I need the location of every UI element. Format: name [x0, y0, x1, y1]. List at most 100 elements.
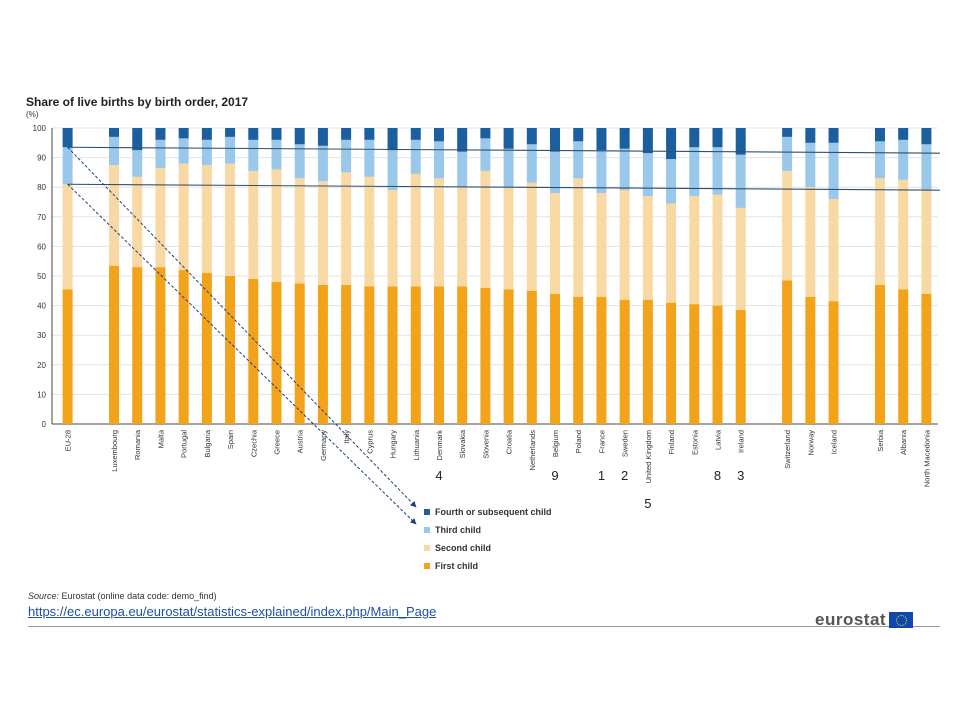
bar-segment-third-child	[155, 139, 166, 168]
bar-segment-first-child	[132, 267, 143, 424]
bar-segment-first-child	[457, 286, 468, 424]
x-tick-label: Serbia	[876, 429, 885, 452]
bar-segment-fourth-or-subsequent-child	[596, 128, 607, 151]
rank-annotation: 8	[713, 468, 722, 483]
bar-segment-fourth-or-subsequent-child	[898, 128, 909, 140]
bar-segment-third-child	[805, 142, 816, 188]
rank-annotation: 2	[621, 468, 629, 483]
bar-segment-fourth-or-subsequent-child	[619, 128, 630, 149]
bar-segment-fourth-or-subsequent-child	[132, 128, 143, 151]
bar-segment-fourth-or-subsequent-child	[248, 128, 259, 140]
eurostat-logo: eurostat	[815, 610, 914, 630]
bar-segment-fourth-or-subsequent-child	[341, 128, 352, 140]
bar-segment-second-child	[155, 167, 166, 268]
bar-segment-first-child	[596, 296, 607, 424]
bar-segment-third-child	[271, 139, 282, 170]
y-tick-label: 10	[37, 390, 46, 399]
bar-segment-second-child	[62, 184, 73, 290]
bar-segment-second-child	[109, 165, 120, 266]
bar-segment-second-child	[201, 165, 212, 274]
x-tick-label: Sweden	[621, 430, 630, 457]
rank-annotation: 5	[644, 496, 652, 511]
bar-segment-third-child	[735, 154, 746, 208]
bar-segment-first-child	[410, 286, 421, 424]
bar-segment-first-child	[294, 283, 305, 424]
source-prefix: Source:	[28, 591, 60, 601]
bar-segment-first-child	[689, 304, 700, 424]
x-tick-label: Austria	[296, 429, 305, 453]
bar-segment-second-child	[526, 182, 537, 291]
bar-segment-second-child	[503, 187, 514, 290]
bar-segment-second-child	[596, 193, 607, 297]
x-tick-label: Cyprus	[365, 430, 374, 454]
bar-segment-fourth-or-subsequent-child	[550, 128, 561, 152]
x-tick-label: Slovakia	[458, 429, 467, 458]
x-tick-label: Hungary	[389, 430, 398, 459]
bar-segment-fourth-or-subsequent-child	[921, 128, 932, 145]
bar-segment-third-child	[341, 139, 352, 173]
bar-segment-fourth-or-subsequent-child	[317, 128, 328, 146]
x-tick-label: Czechia	[249, 429, 258, 457]
bar-segment-fourth-or-subsequent-child	[155, 128, 166, 140]
bar-segment-second-child	[689, 196, 700, 305]
bar-segment-fourth-or-subsequent-child	[526, 128, 537, 145]
bar-segment-fourth-or-subsequent-child	[294, 128, 305, 145]
bar-segment-second-child	[712, 194, 723, 306]
bar-segment-third-child	[874, 141, 885, 179]
bar-segment-third-child	[433, 141, 444, 179]
main-page-link[interactable]: https://ec.europa.eu/eurostat/statistics…	[28, 604, 437, 619]
y-tick-label: 30	[37, 331, 46, 340]
bar-segment-second-child	[874, 178, 885, 285]
bar-segment-second-child	[457, 187, 468, 287]
arrow-fourth-child	[67, 146, 417, 508]
x-tick-label: France	[597, 430, 606, 453]
y-tick-label: 50	[37, 272, 46, 281]
bar-segment-third-child	[201, 139, 212, 165]
bar-segment-second-child	[410, 173, 421, 287]
y-tick-label: 90	[37, 154, 46, 163]
x-tick-label: Albania	[899, 429, 908, 455]
bar-segment-fourth-or-subsequent-child	[712, 128, 723, 148]
legend-swatch	[424, 563, 430, 569]
bar-segment-first-child	[341, 284, 352, 424]
bar-segment-fourth-or-subsequent-child	[457, 128, 468, 152]
bar-segment-second-child	[433, 178, 444, 287]
bar-segment-second-child	[782, 170, 793, 281]
x-tick-label: EU-28	[64, 430, 73, 451]
bar-segment-first-child	[109, 265, 120, 424]
bar-segment-fourth-or-subsequent-child	[503, 128, 514, 149]
legend-label: Fourth or subsequent child	[435, 507, 552, 517]
rank-annotation: 3	[737, 468, 745, 483]
bar-segment-third-child	[410, 139, 421, 174]
y-tick-label: 80	[37, 183, 46, 192]
bar-segment-first-child	[828, 301, 839, 424]
bar-segment-fourth-or-subsequent-child	[271, 128, 282, 140]
y-axis-unit: (%)	[26, 110, 39, 119]
legend-swatch	[424, 545, 430, 551]
bar-segment-second-child	[828, 199, 839, 302]
bar-segment-fourth-or-subsequent-child	[109, 128, 120, 137]
bar-segment-second-child	[225, 163, 236, 276]
bar-segment-first-child	[921, 293, 932, 424]
bar-segment-first-child	[433, 286, 444, 424]
bar-segment-third-child	[387, 150, 398, 191]
bar-segment-second-child	[550, 193, 561, 294]
x-tick-label: Slovenia	[481, 429, 490, 459]
rank-annotation: 9	[551, 468, 559, 483]
bar-segment-first-child	[317, 284, 328, 424]
x-tick-label: Norway	[806, 430, 815, 456]
bar-segment-second-child	[619, 190, 630, 300]
chart-legend: Fourth or subsequent child Third child S…	[424, 503, 552, 575]
eu-flag-icon	[889, 612, 914, 628]
bar-segment-third-child	[828, 142, 839, 200]
arrow-third-child	[67, 183, 417, 525]
bar-segment-third-child	[619, 148, 630, 191]
bar-segment-first-child	[782, 280, 793, 424]
bar-segment-fourth-or-subsequent-child	[735, 128, 746, 155]
legend-label: Second child	[435, 543, 492, 553]
bar-segment-fourth-or-subsequent-child	[874, 128, 885, 142]
bar-segment-fourth-or-subsequent-child	[62, 128, 73, 148]
x-tick-label: Belgium	[551, 430, 560, 457]
y-tick-label: 60	[37, 242, 46, 251]
bar-segment-second-child	[178, 163, 189, 271]
